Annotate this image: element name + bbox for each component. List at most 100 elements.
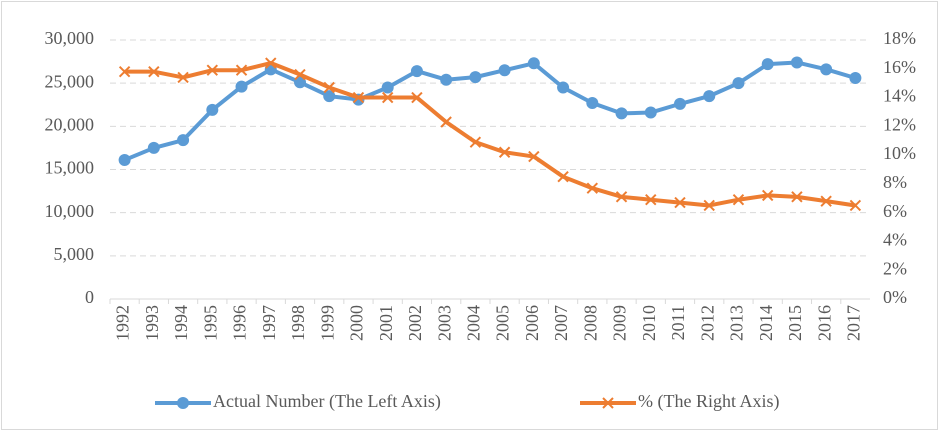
marker	[177, 134, 190, 147]
y-tick-label: 20,000	[45, 114, 95, 134]
marker	[615, 107, 628, 120]
x-tick-label: 1997	[259, 305, 279, 341]
marker	[557, 170, 569, 183]
marker	[820, 195, 832, 207]
y2-tick-label: 14%	[883, 86, 916, 106]
marker	[586, 97, 599, 110]
y2-tick-label: 8%	[883, 172, 907, 192]
marker	[528, 150, 540, 163]
marker-x	[177, 71, 189, 84]
marker	[381, 91, 394, 104]
x-tick-label: 2009	[610, 305, 630, 341]
marker	[849, 199, 862, 212]
x-tick-label: 2016	[814, 305, 834, 341]
marker-x	[761, 189, 774, 202]
y-tick-label: 15,000	[45, 158, 95, 178]
y2-tick-label: 2%	[883, 258, 907, 278]
marker	[206, 64, 219, 76]
marker	[206, 103, 219, 116]
marker	[557, 81, 570, 94]
marker	[703, 90, 716, 103]
y-tick-label: 5,000	[54, 244, 95, 264]
x-tick-label: 2017	[844, 305, 864, 341]
marker	[411, 91, 423, 104]
marker	[644, 106, 657, 119]
y-tick-label: 25,000	[45, 71, 95, 91]
marker	[294, 68, 306, 81]
marker-x	[440, 116, 452, 128]
x-tick-label: 1996	[230, 305, 250, 341]
x-tick-label: 1998	[288, 305, 308, 341]
x-tick-label: 2014	[756, 305, 776, 341]
marker	[674, 196, 686, 209]
marker	[265, 57, 277, 69]
marker	[177, 71, 189, 84]
x-tick-label: 2006	[522, 305, 542, 341]
marker	[761, 189, 774, 202]
y2-tick-label: 6%	[883, 201, 907, 221]
marker-x	[411, 91, 423, 104]
marker-x	[118, 65, 131, 78]
marker	[235, 80, 248, 93]
marker-x	[294, 68, 306, 81]
marker	[148, 65, 160, 78]
marker	[849, 71, 862, 84]
marker	[791, 191, 803, 203]
x-tick-label: 1995	[200, 305, 220, 341]
marker	[118, 65, 131, 78]
marker	[294, 76, 306, 89]
marker-x	[206, 64, 219, 76]
y-tick-label: 30,000	[45, 28, 95, 48]
x-tick-label: 2004	[464, 305, 484, 341]
x-tick-label: 2003	[434, 305, 454, 341]
marker-x	[528, 150, 540, 163]
marker	[645, 194, 657, 206]
x-tick-label: 1994	[171, 305, 191, 341]
marker-x	[703, 199, 715, 212]
marker	[761, 58, 774, 71]
marker	[498, 64, 511, 77]
marker-x	[732, 194, 745, 206]
marker	[323, 90, 336, 103]
marker	[381, 81, 394, 94]
marker	[732, 194, 745, 206]
x-tick-label: 2005	[493, 305, 513, 341]
marker	[440, 116, 452, 128]
legend-item: Actual Number (The Left Axis)	[155, 391, 441, 412]
x-tick-label: 2011	[668, 305, 688, 340]
marker	[498, 146, 511, 158]
x-tick-label: 2012	[697, 305, 717, 341]
y-tick-label: 0	[85, 287, 94, 307]
marker-x	[265, 57, 277, 69]
marker	[586, 182, 599, 194]
y2-tick-label: 0%	[883, 287, 907, 307]
x-tick-label: 2013	[727, 305, 747, 341]
legend-label: Actual Number (The Left Axis)	[213, 391, 441, 412]
marker	[790, 56, 803, 69]
legend-item: % (The Right Axis)	[580, 391, 780, 412]
x-tick-label: 2002	[405, 305, 425, 341]
marker	[820, 63, 833, 76]
marker-x	[586, 182, 599, 194]
marker-x	[235, 64, 248, 76]
marker	[674, 97, 686, 110]
marker	[147, 141, 160, 154]
series-line	[124, 61, 856, 208]
x-tick-label: 2000	[347, 305, 367, 341]
marker	[732, 77, 745, 90]
y-tick-label: 10,000	[45, 201, 95, 221]
marker-x	[352, 91, 365, 104]
x-tick-label: 1999	[317, 305, 337, 341]
y2-tick-label: 10%	[883, 143, 916, 163]
marker-x	[557, 170, 569, 183]
legend-marker	[602, 397, 614, 409]
marker	[469, 71, 482, 84]
marker	[469, 136, 482, 148]
marker-x	[820, 195, 832, 207]
marker-x	[381, 91, 394, 104]
x-tick-label: 2015	[785, 305, 805, 341]
marker-x	[323, 81, 335, 94]
marker-x	[645, 194, 657, 206]
